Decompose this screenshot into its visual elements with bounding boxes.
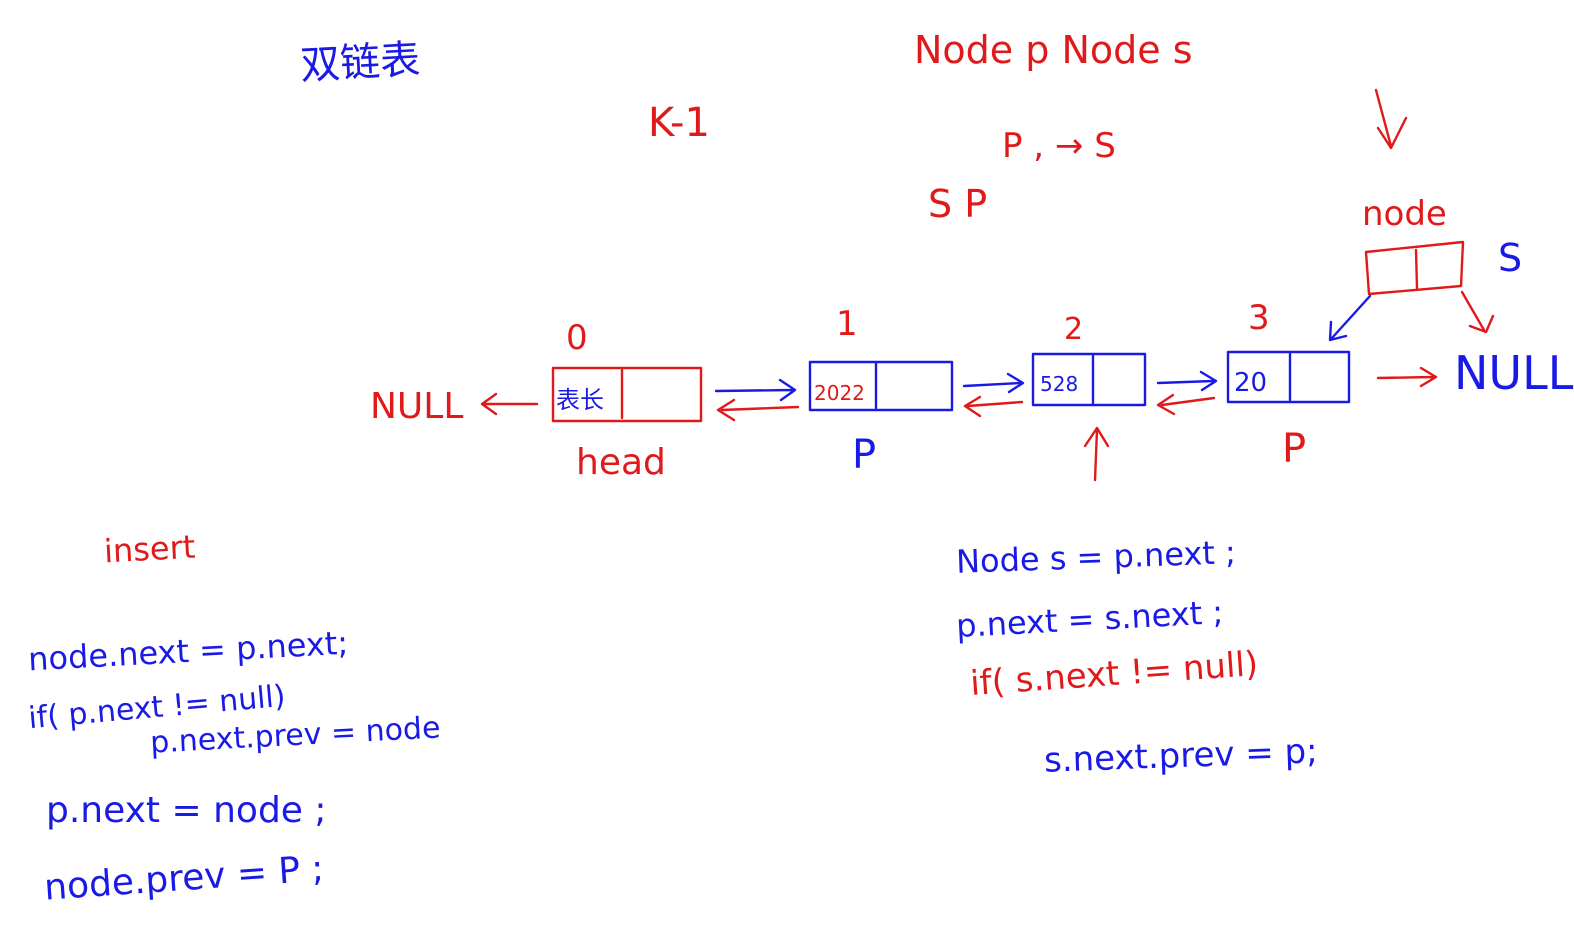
node-3-box	[1226, 350, 1351, 404]
declaration-note: Node p Node s	[914, 28, 1193, 72]
insert-line-4: p.next = node ;	[46, 790, 327, 831]
node-0-index: 0	[566, 318, 588, 358]
link-arrows	[480, 88, 1495, 482]
node-1-index: 1	[836, 304, 858, 344]
node-0-value: 表长	[556, 386, 604, 414]
node-3-label: P	[1282, 426, 1307, 472]
node-1-box	[808, 360, 954, 412]
node-3-index: 3	[1248, 298, 1270, 338]
insert-title: insert	[103, 527, 197, 571]
node-1-label: P	[852, 432, 877, 478]
page-title: 双链表	[299, 36, 422, 90]
k-minus-1-note: K-1	[648, 100, 710, 146]
node-3-value: 20	[1234, 368, 1268, 398]
node-0-label: head	[576, 442, 666, 483]
s-p-note: S P	[928, 182, 988, 226]
null-left-label: NULL	[370, 386, 464, 427]
node-2-box	[1031, 352, 1147, 407]
node-1-value: 2022	[814, 381, 865, 405]
p-to-s-note: P , → S	[1002, 126, 1116, 166]
node-0-box	[551, 366, 703, 423]
new-node-box	[1364, 240, 1465, 296]
new-node-side-label: S	[1498, 236, 1523, 280]
null-right-label: NULL	[1454, 346, 1574, 400]
new-node-label: node	[1362, 194, 1447, 234]
node-2-value: 528	[1040, 372, 1079, 396]
node-2-index: 2	[1064, 312, 1084, 347]
